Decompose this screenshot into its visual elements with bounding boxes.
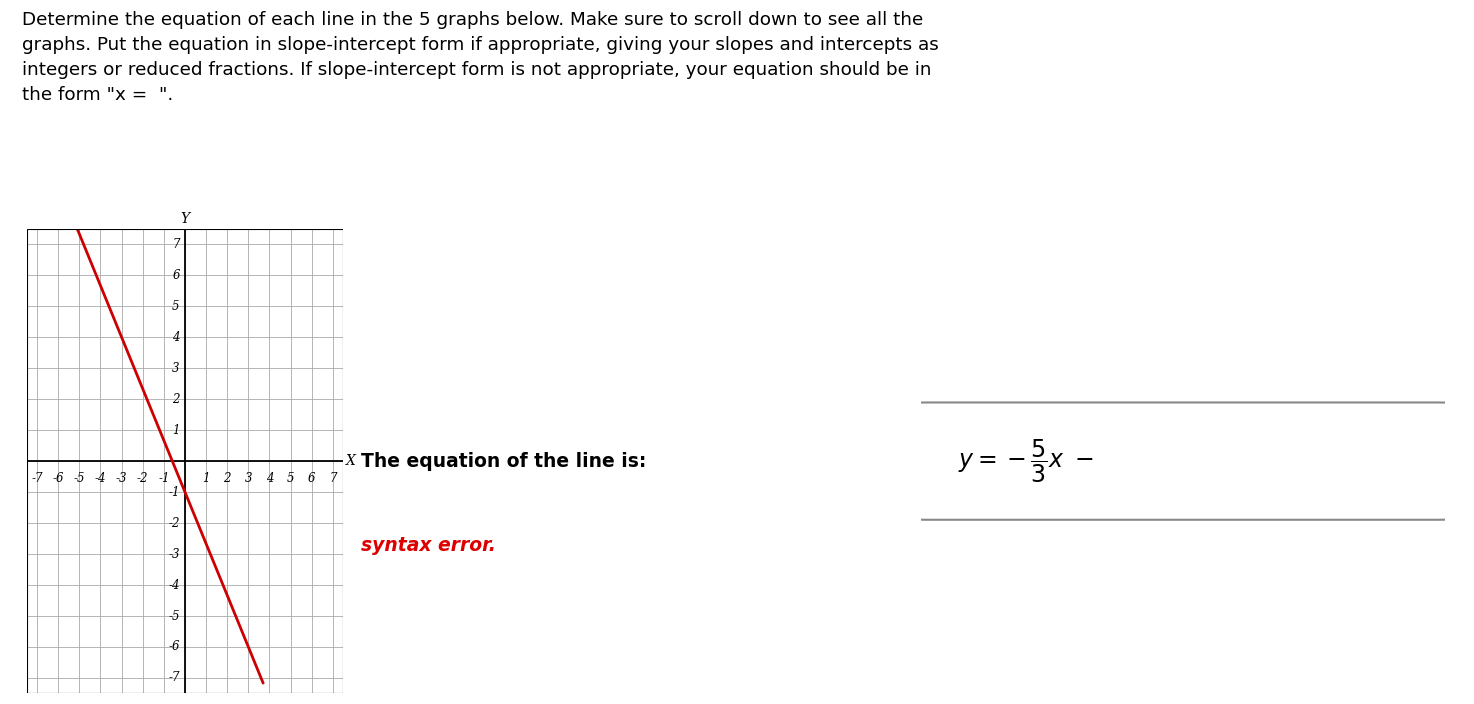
Text: -3: -3 <box>168 548 180 560</box>
Text: 5: 5 <box>287 472 295 485</box>
Text: 2: 2 <box>224 472 231 485</box>
Text: 7: 7 <box>172 238 180 251</box>
Text: -3: -3 <box>116 472 127 485</box>
Text: syntax error.: syntax error. <box>361 536 497 555</box>
Text: -6: -6 <box>53 472 63 485</box>
Text: 3: 3 <box>172 362 180 375</box>
Text: -2: -2 <box>137 472 149 485</box>
Text: -4: -4 <box>94 472 106 485</box>
Text: 4: 4 <box>265 472 273 485</box>
Text: 4: 4 <box>172 331 180 344</box>
Text: X: X <box>345 454 355 468</box>
Text: -1: -1 <box>168 486 180 498</box>
Text: -4: -4 <box>168 579 180 591</box>
Text: $y = -\dfrac{5}{3}x\ -$: $y = -\dfrac{5}{3}x\ -$ <box>958 437 1094 485</box>
Text: Y: Y <box>180 212 190 226</box>
Text: -1: -1 <box>158 472 170 485</box>
Text: 1: 1 <box>172 424 180 436</box>
Text: 5: 5 <box>172 300 180 313</box>
Text: 1: 1 <box>202 472 209 485</box>
Text: 7: 7 <box>329 472 336 485</box>
Text: -2: -2 <box>168 517 180 529</box>
Text: 6: 6 <box>308 472 315 485</box>
Text: 3: 3 <box>245 472 252 485</box>
Text: The equation of the line is:: The equation of the line is: <box>361 452 647 470</box>
Text: -6: -6 <box>168 641 180 653</box>
Text: -5: -5 <box>74 472 85 485</box>
Text: -7: -7 <box>168 672 180 684</box>
Text: -7: -7 <box>31 472 43 485</box>
Text: Determine the equation of each line in the 5 graphs below. Make sure to scroll d: Determine the equation of each line in t… <box>22 11 939 103</box>
Text: 2: 2 <box>172 393 180 406</box>
Text: 6: 6 <box>172 269 180 282</box>
Text: -5: -5 <box>168 610 180 622</box>
FancyBboxPatch shape <box>905 403 1461 520</box>
